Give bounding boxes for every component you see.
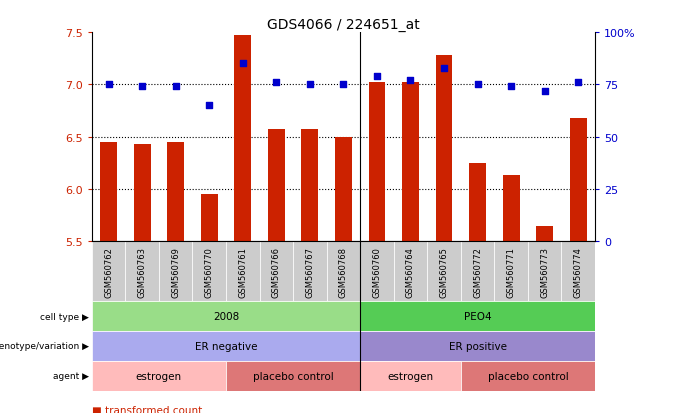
Bar	[235, 36, 251, 242]
Bar	[260, 242, 293, 301]
Text: 2008: 2008	[213, 311, 239, 321]
Bar	[360, 361, 461, 391]
Bar	[427, 242, 461, 301]
Bar	[226, 361, 360, 391]
Point	[539, 88, 550, 95]
Bar	[226, 242, 260, 301]
Text: agent ▶: agent ▶	[53, 371, 89, 380]
Bar	[201, 195, 218, 242]
Point	[305, 82, 316, 88]
Text: GSM560774: GSM560774	[574, 247, 583, 297]
Text: GSM560760: GSM560760	[373, 247, 381, 297]
Text: ■ transformed count: ■ transformed count	[92, 406, 202, 413]
Point	[573, 80, 583, 86]
Bar	[360, 301, 595, 331]
Text: GSM560770: GSM560770	[205, 247, 214, 297]
Bar	[293, 242, 326, 301]
Point	[472, 82, 483, 88]
Bar	[92, 242, 125, 301]
Text: PEO4: PEO4	[464, 311, 492, 321]
Bar	[402, 83, 419, 242]
Bar	[528, 242, 562, 301]
Bar	[92, 361, 226, 391]
Bar	[360, 331, 595, 361]
Bar	[192, 242, 226, 301]
Text: estrogen: estrogen	[388, 371, 434, 381]
Point	[371, 74, 382, 80]
Point	[506, 84, 517, 90]
Point	[338, 82, 349, 88]
Text: estrogen: estrogen	[136, 371, 182, 381]
Bar	[335, 138, 352, 242]
Text: placebo control: placebo control	[253, 371, 333, 381]
Bar	[436, 56, 452, 242]
Bar	[461, 361, 595, 391]
Point	[271, 80, 282, 86]
Bar	[360, 242, 394, 301]
Point	[170, 84, 181, 90]
Point	[103, 82, 114, 88]
Bar	[301, 130, 318, 242]
Bar	[159, 242, 192, 301]
Bar	[494, 242, 528, 301]
Bar	[503, 176, 520, 242]
Text: GSM560764: GSM560764	[406, 247, 415, 297]
Text: GSM560762: GSM560762	[104, 247, 113, 297]
Bar	[326, 242, 360, 301]
Text: genotype/variation ▶: genotype/variation ▶	[0, 342, 89, 351]
Bar	[125, 242, 159, 301]
Bar	[537, 226, 553, 242]
Bar	[92, 331, 360, 361]
Text: GSM560763: GSM560763	[137, 247, 147, 297]
Bar	[100, 142, 117, 242]
Bar	[268, 130, 285, 242]
Bar	[562, 242, 595, 301]
Bar	[92, 301, 360, 331]
Bar	[461, 242, 494, 301]
Text: GSM560769: GSM560769	[171, 247, 180, 297]
Text: GSM560761: GSM560761	[238, 247, 248, 297]
Point	[405, 78, 416, 84]
Text: placebo control: placebo control	[488, 371, 568, 381]
Text: GSM560771: GSM560771	[507, 247, 515, 297]
Bar	[394, 242, 427, 301]
Text: cell type ▶: cell type ▶	[40, 312, 89, 321]
Text: ER positive: ER positive	[449, 341, 507, 351]
Text: GSM560767: GSM560767	[305, 247, 314, 297]
Text: ER negative: ER negative	[194, 341, 257, 351]
Text: GSM560765: GSM560765	[439, 247, 449, 297]
Bar	[570, 119, 587, 242]
Bar	[134, 145, 150, 242]
Point	[204, 103, 215, 109]
Point	[439, 65, 449, 72]
Text: GSM560772: GSM560772	[473, 247, 482, 297]
Text: GSM560766: GSM560766	[272, 247, 281, 297]
Text: GSM560773: GSM560773	[540, 247, 549, 297]
Title: GDS4066 / 224651_at: GDS4066 / 224651_at	[267, 18, 420, 32]
Bar	[167, 142, 184, 242]
Point	[237, 61, 248, 68]
Point	[137, 84, 148, 90]
Bar	[369, 83, 386, 242]
Bar	[469, 164, 486, 242]
Text: GSM560768: GSM560768	[339, 247, 348, 297]
